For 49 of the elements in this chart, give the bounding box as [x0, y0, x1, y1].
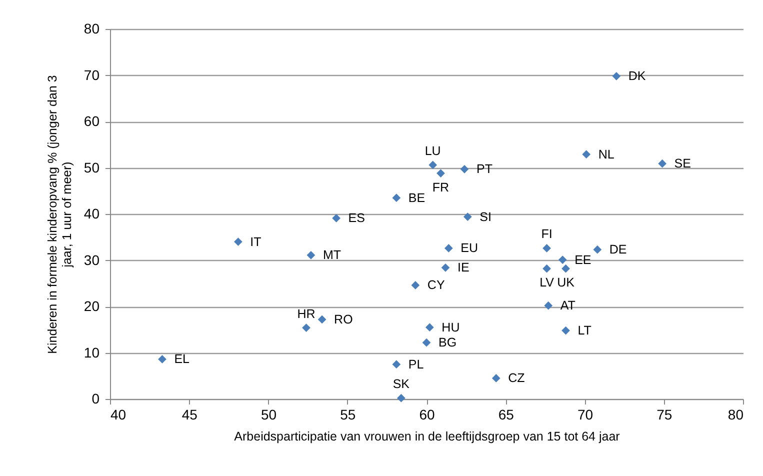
y-tick-label: 20: [84, 298, 100, 314]
x-tick-label: 50: [260, 406, 277, 422]
annotation: MT: [322, 248, 342, 262]
annotation: SE: [674, 156, 691, 171]
y-tick-label: 80: [84, 20, 100, 36]
annotation: LV: [540, 276, 555, 290]
annotation: NL: [598, 147, 614, 162]
annotation: CY: [427, 278, 446, 292]
annotation: HU: [442, 320, 460, 334]
annotation: PT: [476, 162, 493, 176]
x-tick-label: 75: [656, 406, 672, 422]
x-tick-label: 65: [498, 406, 514, 422]
annotation: CZ: [508, 371, 526, 386]
annotation: RO: [334, 312, 354, 326]
annotation: EU: [460, 241, 478, 256]
annotation: EL: [174, 352, 190, 366]
x-tick-label: 70: [577, 406, 594, 422]
y-tick-label: 10: [84, 344, 100, 360]
annotation: LT: [578, 324, 592, 338]
x-tick-label: 80: [728, 406, 744, 422]
x-axis-title: Arbeidsparticipatie van vrouwen in de leeftijdsgroep van 15 tot 64 jaar: [234, 430, 620, 444]
annotation: IE: [457, 260, 470, 275]
x-tick-label: 45: [182, 406, 198, 422]
annotation: LU: [424, 144, 441, 158]
annotation: BE: [408, 190, 426, 205]
annotation: EE: [574, 252, 592, 267]
annotation: ES: [348, 211, 365, 226]
y-tick-label: 50: [84, 159, 100, 176]
annotation: HR: [297, 306, 316, 321]
y-tick-label: 40: [84, 206, 100, 222]
x-tick-label: 40: [110, 406, 126, 422]
annotation: SI: [480, 210, 492, 224]
x-tick-label: 60: [419, 406, 435, 422]
annotation: FR: [432, 180, 450, 194]
annotation: DE: [609, 242, 627, 257]
y-tick-label: 70: [84, 66, 100, 83]
annotation: UK: [557, 276, 576, 290]
annotation: DK: [628, 69, 646, 84]
annotation: IT: [250, 234, 262, 249]
y-tick-label: 60: [84, 113, 100, 129]
x-tick-label: 55: [340, 406, 356, 422]
annotation: AT: [560, 298, 576, 313]
annotation: FI: [541, 227, 552, 242]
annotation: PL: [408, 357, 424, 372]
y-tick-label: 0: [92, 390, 100, 406]
y-axis-title: Kinderen in formele kinderopvang % (jonger dan 3 jaar, 1 uur of meer): [45, 75, 74, 354]
y-tick-label: 30: [84, 252, 100, 268]
annotation: SK: [392, 377, 410, 392]
annotation: BG: [438, 336, 457, 350]
